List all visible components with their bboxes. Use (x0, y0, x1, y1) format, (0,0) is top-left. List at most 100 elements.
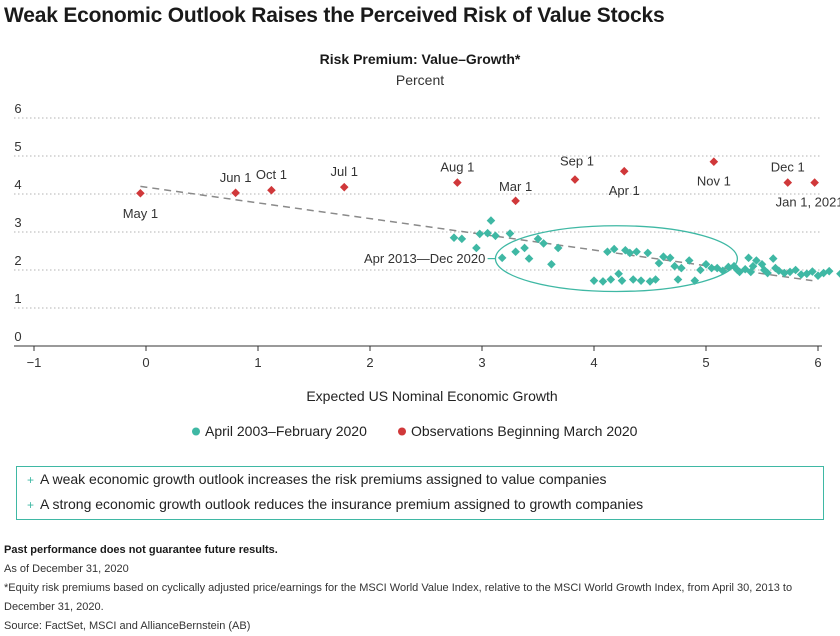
data-point-historical (491, 231, 500, 241)
data-point-label: Dec 1 (771, 160, 805, 175)
ellipse-label: Apr 2013—Dec 2020 (364, 251, 485, 266)
legend-label: Observations Beginning March 2020 (411, 423, 638, 439)
data-point-historical (819, 268, 828, 278)
footnotes: Past performance does not guarantee futu… (4, 541, 838, 636)
x-tick-label: 0 (142, 355, 149, 370)
data-point-label: Oct 1 (256, 167, 287, 182)
data-point-historical (606, 275, 616, 284)
data-point-historical (553, 243, 563, 253)
data-point-historical (505, 229, 515, 238)
data-point-historical (625, 248, 635, 258)
data-point-historical (729, 261, 739, 271)
data-point-2020 (136, 188, 145, 198)
data-point-historical (475, 229, 485, 239)
page-headline: Weak Economic Outlook Raises the Perceiv… (4, 4, 665, 27)
data-point-historical (449, 233, 459, 242)
y-tick-label: 4 (14, 177, 21, 192)
data-point-historical (547, 260, 556, 269)
data-point-2020 (453, 178, 462, 187)
data-point-historical (780, 268, 789, 278)
data-point-2020 (810, 178, 819, 187)
series-historical (449, 216, 840, 286)
data-point-historical (673, 275, 683, 284)
data-point-historical (614, 269, 623, 279)
data-point-historical (643, 248, 653, 258)
data-point-2020 (783, 178, 793, 187)
data-point-historical (511, 247, 520, 257)
y-tick-label: 3 (14, 215, 21, 230)
x-tick-label: 3 (478, 355, 485, 370)
series-2020 (136, 157, 819, 206)
data-point-historical (670, 261, 679, 271)
data-point-historical (785, 267, 795, 277)
data-point-historical (520, 243, 529, 253)
data-point-historical (524, 254, 534, 263)
data-point-historical (645, 277, 655, 286)
data-point-historical (483, 228, 492, 238)
data-point-historical (628, 275, 638, 284)
x-tick-label: 1 (254, 355, 261, 370)
as-of-date: As of December 31, 2020 (4, 563, 129, 575)
footnote: *Equity risk premiums based on cyclicall… (4, 582, 793, 613)
x-tick-labels: −1 0 1 2 3 4 5 6 (27, 355, 822, 370)
x-tick-label: 4 (590, 355, 597, 370)
data-point-historical (701, 260, 711, 269)
data-point-historical (744, 253, 753, 263)
legend-marker (398, 427, 406, 436)
takeaway-item: + A weak economic growth outlook increase… (27, 471, 607, 487)
data-point-2020 (267, 185, 276, 195)
data-point-label: Jan 1, 2021 (776, 195, 840, 210)
y-tick-label: 5 (14, 139, 21, 154)
data-point-historical (621, 245, 630, 255)
chart-container: Risk Premium: Value–Growth* Percent 0 1 2 3… (0, 44, 840, 464)
chart-title: Risk Premium: Value–Growth* (320, 51, 521, 67)
data-point-2020 (570, 175, 580, 184)
plus-icon: + (27, 498, 35, 512)
data-point-historical (603, 247, 612, 257)
data-point-historical (724, 262, 733, 272)
data-point-historical (651, 275, 660, 284)
data-point-historical (486, 216, 496, 225)
data-point-historical (636, 276, 646, 285)
data-point-historical (539, 239, 548, 248)
cluster-ellipse (494, 225, 739, 293)
takeaway-item: + A strong economic growth outlook reduce… (27, 496, 643, 512)
data-point-historical (589, 276, 599, 285)
y-tick-label: 2 (14, 253, 21, 268)
data-point-historical (824, 266, 834, 276)
data-point-label: May 1 (123, 206, 158, 221)
data-point-label: Mar 1 (499, 179, 532, 194)
data-point-2020 (339, 182, 349, 192)
data-point-label: Jun 1 (220, 170, 252, 185)
chart-subtitle: Percent (396, 72, 444, 88)
data-point-label: Nov 1 (697, 174, 731, 189)
data-point-label: Jul 1 (331, 164, 358, 179)
x-tick-label: 5 (702, 355, 709, 370)
data-point-historical (690, 276, 700, 285)
x-axis-label: Expected US Nominal Economic Growth (306, 388, 557, 404)
data-point-2020 (709, 157, 719, 166)
data-point-2020 (511, 196, 520, 206)
data-point-2020 (619, 166, 629, 176)
data-point-historical (757, 260, 767, 269)
data-point-historical (654, 258, 664, 268)
data-point-historical (707, 263, 716, 273)
grid-layer (14, 117, 822, 351)
y-tick-label: 1 (14, 291, 21, 306)
data-point-historical (836, 269, 840, 278)
data-point-historical (808, 267, 817, 276)
data-point-historical (763, 268, 772, 278)
data-point-label: Apr 1 (609, 183, 640, 198)
data-point-historical (748, 261, 758, 271)
data-point-historical (718, 266, 728, 276)
data-point-historical (632, 247, 641, 257)
y-tick-label: 6 (14, 101, 21, 116)
key-takeaways-box: + A weak economic growth outlook increase… (16, 466, 824, 520)
chart-legend: April 2003–February 2020 Observations Beg… (192, 423, 638, 439)
data-point-2020 (231, 188, 240, 198)
data-point-historical (813, 271, 823, 280)
data-point-historical (752, 256, 761, 265)
legend-label: April 2003–February 2020 (205, 423, 367, 439)
data-point-historical (457, 234, 467, 244)
data-point-historical (665, 253, 675, 263)
